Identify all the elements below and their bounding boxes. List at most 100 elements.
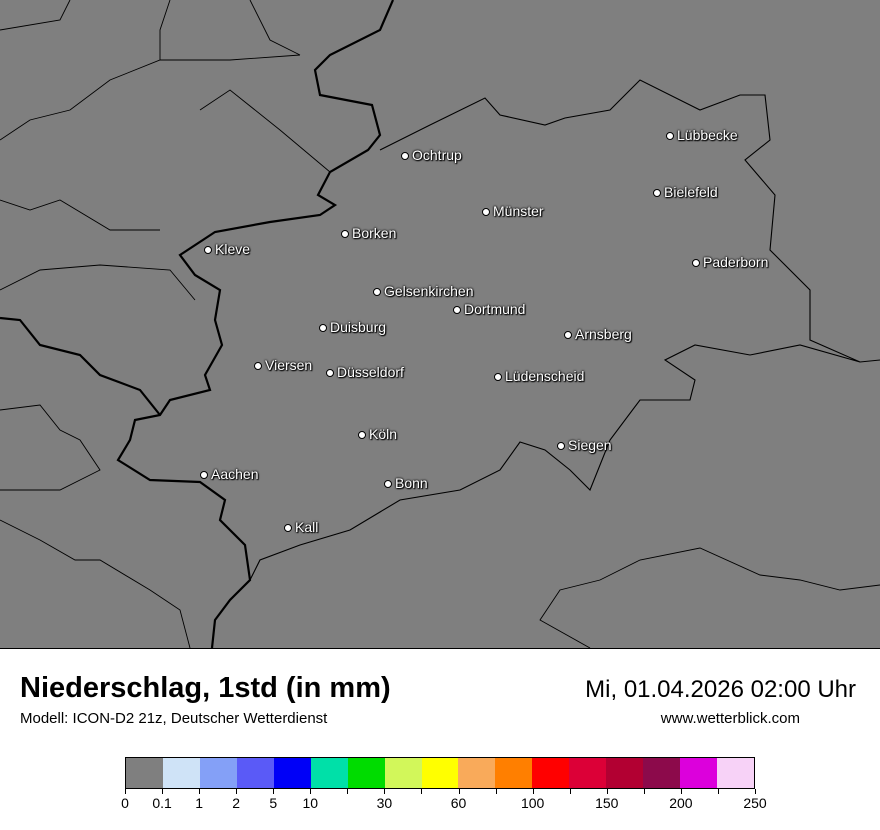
legend-tick-label: 2 [232,795,241,811]
legend-tick [236,789,238,794]
city-label: Lüdenscheid [505,368,585,384]
legend-color-box [310,758,348,788]
city-label: Ochtrup [412,147,462,163]
city-label: Arnsberg [575,326,632,342]
city-marker: Viersen [254,357,312,373]
city-label: Münster [493,203,544,219]
model-info: Modell: ICON-D2 21z, Deutscher Wetterdie… [20,710,328,727]
city-marker: Münster [482,203,544,219]
city-label: Paderborn [703,254,769,270]
city-marker: Arnsberg [564,326,632,342]
city-marker: Düsseldorf [326,364,404,380]
website-link[interactable]: www.wetterblick.com [660,710,800,727]
legend-tick [421,789,423,794]
city-marker: Lüdenscheid [494,368,584,384]
city-label: Viersen [265,357,313,373]
region-lines [0,0,880,648]
legend-color-box [199,758,237,788]
legend-color-box [717,758,754,788]
border-lines [0,0,880,648]
city-marker: Aachen [200,466,258,482]
city-marker: Borken [341,225,396,241]
legend-tick [532,789,534,794]
city-label: Aachen [211,466,259,482]
city-dot-icon [557,442,565,451]
national-border [116,0,395,648]
forecast-datetime: Mi, 01.04.2026 02:00 Uhr [585,676,856,703]
city-dot-icon [341,230,349,239]
city-dot-icon [326,369,334,378]
legend-tick [199,789,201,794]
city-dot-icon [200,471,208,480]
national-border-west [0,316,161,416]
legend-tick [125,789,126,794]
color-legend [125,757,755,789]
legend-color-box [495,758,533,788]
city-label: Duisburg [330,319,387,335]
legend-color-box [236,758,274,788]
city-marker: Duisburg [319,319,386,335]
city-marker: Bielefeld [653,184,718,200]
legend-color-box [273,758,311,788]
legend-color-box [421,758,459,788]
city-dot-icon [384,480,392,489]
city-dot-icon [284,524,292,533]
city-label: Siegen [568,437,612,453]
city-marker: Ochtrup [401,147,462,163]
legend-tick-label: 100 [520,795,545,811]
city-marker: Dortmund [453,301,525,317]
legend-tick [643,789,645,794]
city-label: Bonn [395,475,428,491]
city-dot-icon [453,306,461,315]
legend-color-box [458,758,496,788]
legend-tick [162,789,164,794]
precipitation-map: Ochtrup Lübbecke Bielefeld Münster Borken Kle… [0,0,880,649]
city-dot-icon [319,324,327,333]
city-label: Kleve [215,241,251,257]
legend-tick-label: 200 [669,795,693,811]
city-dot-icon [666,132,674,141]
legend-color-box [126,758,163,788]
legend-tick [347,789,349,794]
legend-color-box [569,758,607,788]
legend-tick [717,789,719,794]
city-dot-icon [358,431,366,440]
city-label: Lübbecke [677,127,738,143]
city-label: Bielefeld [664,184,718,200]
city-label: Borken [352,225,397,241]
legend-color-box [384,758,422,788]
legend-tick [755,789,756,794]
legend-tick [569,789,571,794]
legend-tick-label: 1 [195,795,204,811]
city-marker: Kall [284,519,318,535]
city-label: Köln [369,426,398,442]
city-dot-icon [564,331,572,340]
city-label: Gelsenkirchen [384,283,474,299]
city-marker: Köln [358,426,397,442]
city-marker: Kleve [204,241,250,257]
map-title: Niederschlag, 1std (in mm) [20,672,391,704]
legend-tick-label: 5 [269,795,278,811]
city-marker: Siegen [557,437,612,453]
city-marker: Paderborn [692,254,768,270]
city-dot-icon [653,189,661,198]
legend-color-box [643,758,681,788]
city-dot-icon [494,373,502,382]
city-dot-icon [692,259,700,268]
legend-tick-label: 0.1 [152,795,172,811]
city-marker: Gelsenkirchen [373,283,474,299]
city-label: Düsseldorf [337,364,404,380]
city-label: Kall [295,519,319,535]
legend-color-box [532,758,570,788]
city-dot-icon [373,288,381,297]
legend-color-box [606,758,644,788]
legend-tick [384,789,386,794]
legend-tick-label: 30 [376,795,393,811]
legend-color-box [680,758,717,788]
city-dot-icon [401,152,409,161]
legend-tick-label: 150 [595,795,619,811]
legend-tick-label: 60 [450,795,467,811]
city-dot-icon [204,246,212,255]
legend-color-box [162,758,200,788]
legend-tick [495,789,497,794]
